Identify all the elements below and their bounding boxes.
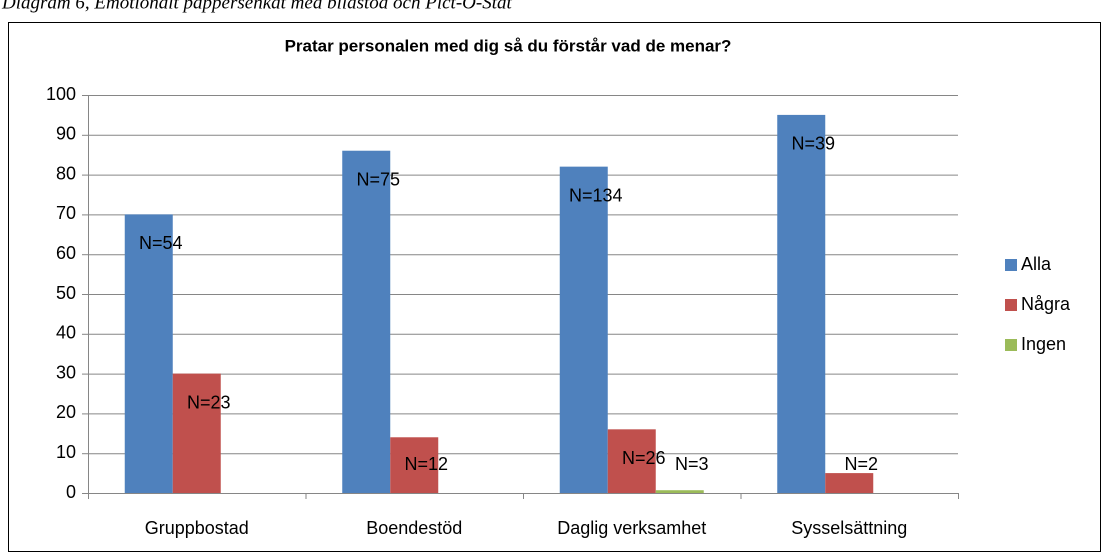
n-label: N=39 <box>791 134 835 154</box>
y-tick-label: 20 <box>56 402 76 422</box>
n-label: N=26 <box>622 448 666 468</box>
legend-label: Ingen <box>1021 334 1066 354</box>
y-tick-label: 50 <box>56 283 76 303</box>
n-label: N=134 <box>569 185 623 205</box>
bar <box>172 373 221 493</box>
bar <box>825 473 874 493</box>
bar <box>655 490 704 493</box>
y-tick-label: 30 <box>56 362 76 382</box>
x-tick-label: Sysselsättning <box>791 518 907 538</box>
y-tick-label: 90 <box>56 124 76 144</box>
bar <box>390 437 439 493</box>
legend-swatch <box>1005 339 1017 351</box>
chart-title: Pratar personalen med dig så du förstår … <box>285 36 732 55</box>
n-label: N=3 <box>675 454 709 474</box>
x-tick-label: Daglig verksamhet <box>557 518 706 538</box>
bar <box>342 150 391 493</box>
bar <box>777 114 826 494</box>
n-label: N=2 <box>844 454 878 474</box>
bar <box>607 429 656 493</box>
y-tick-label: 60 <box>56 243 76 263</box>
y-tick-label: 10 <box>56 442 76 462</box>
legend-label: Alla <box>1021 254 1052 274</box>
n-label: N=75 <box>356 169 400 189</box>
y-tick-label: 100 <box>46 84 76 104</box>
bar <box>559 166 608 493</box>
y-tick-label: 80 <box>56 163 76 183</box>
n-label: N=54 <box>139 233 183 253</box>
caption: Diagram 6, Emotionalt pappersenkät med b… <box>1 0 512 13</box>
legend-swatch <box>1005 299 1017 311</box>
y-tick-label: 40 <box>56 323 76 343</box>
n-label: N=23 <box>187 392 231 412</box>
x-tick-label: Boendestöd <box>366 518 462 538</box>
legend-label: Några <box>1021 294 1071 314</box>
bar <box>124 214 173 493</box>
y-tick-label: 70 <box>56 203 76 223</box>
y-tick-label: 0 <box>66 482 76 502</box>
x-tick-label: Gruppbostad <box>145 518 249 538</box>
legend-swatch <box>1005 259 1017 271</box>
n-label: N=12 <box>404 454 448 474</box>
